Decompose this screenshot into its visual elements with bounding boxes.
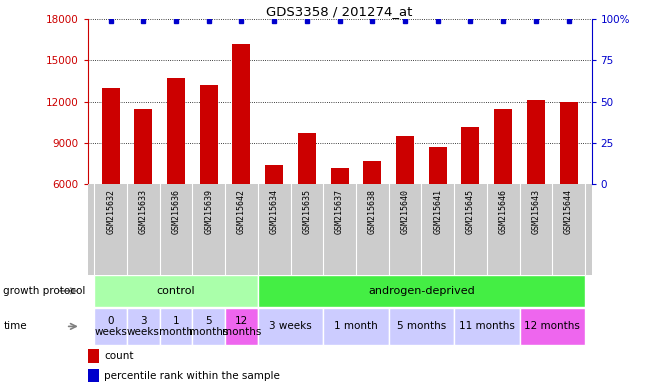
Text: GSM215640: GSM215640 [400,189,410,234]
Text: time: time [3,321,27,331]
Text: 1
month: 1 month [159,316,193,337]
Text: GSM215645: GSM215645 [466,189,475,234]
Bar [429,147,447,184]
Bar [94,275,258,306]
Bar [298,133,316,184]
Text: percentile rank within the sample: percentile rank within the sample [104,371,280,381]
Bar [396,136,414,184]
Bar [323,308,389,345]
Bar [127,308,160,345]
Bar [233,44,250,184]
Bar [135,109,152,184]
Text: growth protocol: growth protocol [3,286,86,296]
Bar [265,165,283,184]
Text: GSM215646: GSM215646 [499,189,508,234]
Bar [331,168,348,184]
Text: count: count [104,351,133,361]
Text: 1 month: 1 month [334,321,378,331]
Text: GSM215632: GSM215632 [106,189,115,234]
Text: 3 weeks: 3 weeks [269,321,312,331]
Bar [258,308,323,345]
Text: 12
months: 12 months [222,316,261,337]
Text: 12 months: 12 months [525,321,580,331]
Bar [519,308,585,345]
Bar [88,369,99,382]
Bar [94,308,127,345]
Text: 5
months: 5 months [189,316,228,337]
Text: GSM215644: GSM215644 [564,189,573,234]
Text: GSM215635: GSM215635 [302,189,311,234]
Text: GSM215637: GSM215637 [335,189,344,234]
Text: 3
weeks: 3 weeks [127,316,160,337]
Bar [192,308,225,345]
Text: GSM215636: GSM215636 [172,189,181,234]
Bar [160,308,192,345]
Text: GSM215642: GSM215642 [237,189,246,234]
Text: GSM215643: GSM215643 [532,189,540,234]
Bar [258,275,585,306]
Text: 5 months: 5 months [396,321,446,331]
Text: androgen-deprived: androgen-deprived [368,286,474,296]
Bar [462,127,480,184]
Text: GSM215639: GSM215639 [204,189,213,234]
Text: control: control [157,286,196,296]
Text: GSM215634: GSM215634 [270,189,279,234]
Text: GSM215633: GSM215633 [139,189,148,234]
Text: GSM215641: GSM215641 [434,189,442,234]
Bar [389,308,454,345]
Title: GDS3358 / 201274_at: GDS3358 / 201274_at [266,5,413,18]
Bar [88,349,99,363]
Bar [101,88,120,184]
Bar [560,102,578,184]
Text: GSM215638: GSM215638 [368,189,377,234]
Bar [363,161,382,184]
Bar [225,308,258,345]
Bar [494,109,512,184]
Bar [454,308,519,345]
Text: 11 months: 11 months [459,321,515,331]
Text: 0
weeks: 0 weeks [94,316,127,337]
Bar [167,78,185,184]
Bar [527,100,545,184]
Bar [200,85,218,184]
